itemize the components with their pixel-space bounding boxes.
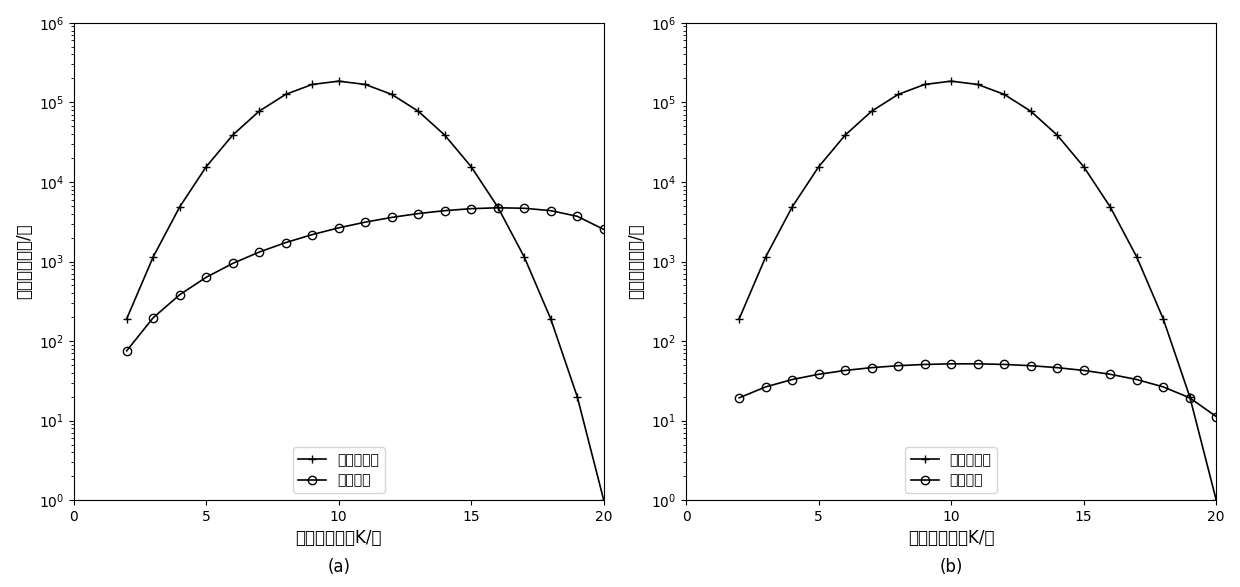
遇历搜索法 <box>1156 315 1171 322</box>
遇历搜索法 <box>1076 163 1091 170</box>
遇历搜索法 <box>1050 131 1065 139</box>
本文算法 <box>864 364 879 371</box>
本文算法 <box>358 218 373 225</box>
遇历搜索法 <box>517 254 532 261</box>
本文算法 <box>278 239 293 246</box>
本文算法 <box>119 348 134 355</box>
本文算法 <box>438 207 453 214</box>
本文算法 <box>758 383 773 390</box>
遇历搜索法 <box>864 107 879 114</box>
本文算法 <box>146 314 161 321</box>
Y-axis label: 功率优化次数/次: 功率优化次数/次 <box>627 224 646 299</box>
Legend: 遇历搜索法, 本文算法: 遇历搜索法, 本文算法 <box>905 447 997 493</box>
遇历搜索法 <box>226 131 241 139</box>
本文算法 <box>1130 376 1145 383</box>
遇历搜索法 <box>464 163 479 170</box>
Line: 遇历搜索法: 遇历搜索法 <box>735 77 1220 504</box>
本文算法 <box>490 204 505 211</box>
本文算法 <box>1182 394 1197 402</box>
遇历搜索法 <box>890 91 905 98</box>
遇历搜索法 <box>172 204 187 211</box>
遇历搜索法 <box>944 77 959 85</box>
本文算法 <box>543 207 558 214</box>
本文算法 <box>1156 383 1171 390</box>
遇历搜索法 <box>410 107 425 114</box>
本文算法 <box>732 394 746 402</box>
遇历搜索法 <box>918 81 932 88</box>
Line: 本文算法: 本文算法 <box>123 204 608 355</box>
遇历搜索法 <box>970 81 985 88</box>
遇历搜索法 <box>785 204 800 211</box>
Line: 本文算法: 本文算法 <box>735 360 1220 421</box>
遇历搜索法 <box>811 163 826 170</box>
本文算法 <box>252 248 267 255</box>
遇历搜索法 <box>570 393 585 400</box>
本文算法 <box>596 226 611 233</box>
Text: (b): (b) <box>940 558 963 576</box>
遇历搜索法 <box>278 91 293 98</box>
本文算法 <box>838 367 853 374</box>
本文算法 <box>226 260 241 267</box>
本文算法 <box>464 205 479 212</box>
本文算法 <box>305 231 320 238</box>
遇历搜索法 <box>119 315 134 322</box>
遇历搜索法 <box>198 163 213 170</box>
Legend: 遇历搜索法, 本文算法: 遇历搜索法, 本文算法 <box>293 447 384 493</box>
遇历搜索法 <box>1102 204 1117 211</box>
本文算法 <box>517 205 532 212</box>
本文算法 <box>1076 367 1091 374</box>
本文算法 <box>1050 364 1065 371</box>
遇历搜索法 <box>252 107 267 114</box>
遇历搜索法 <box>438 131 453 139</box>
本文算法 <box>1023 362 1038 369</box>
遇历搜索法 <box>838 131 853 139</box>
遇历搜索法 <box>732 315 746 322</box>
Text: (a): (a) <box>327 558 350 576</box>
遇历搜索法 <box>1130 254 1145 261</box>
本文算法 <box>331 224 346 231</box>
遇历搜索法 <box>1023 107 1038 114</box>
遇历搜索法 <box>596 497 611 504</box>
本文算法 <box>172 291 187 298</box>
本文算法 <box>410 210 425 217</box>
Line: 遇历搜索法: 遇历搜索法 <box>123 77 608 504</box>
本文算法 <box>970 360 985 367</box>
遇历搜索法 <box>384 91 399 98</box>
本文算法 <box>1102 371 1117 378</box>
本文算法 <box>811 371 826 378</box>
X-axis label: 阵元子集大小K/个: 阵元子集大小K/个 <box>295 529 382 548</box>
本文算法 <box>198 274 213 281</box>
本文算法 <box>918 361 932 368</box>
Y-axis label: 阵元选取次数/次: 阵元选取次数/次 <box>15 224 33 299</box>
本文算法 <box>890 362 905 369</box>
遇历搜索法 <box>758 254 773 261</box>
遇历搜索法 <box>331 77 346 85</box>
遇历搜索法 <box>997 91 1012 98</box>
遇历搜索法 <box>146 254 161 261</box>
本文算法 <box>1209 413 1224 420</box>
遇历搜索法 <box>490 204 505 211</box>
遇历搜索法 <box>1209 497 1224 504</box>
本文算法 <box>997 361 1012 368</box>
本文算法 <box>570 212 585 220</box>
遇历搜索法 <box>543 315 558 322</box>
本文算法 <box>384 214 399 221</box>
遇历搜索法 <box>305 81 320 88</box>
X-axis label: 阵元子集大小K/个: 阵元子集大小K/个 <box>908 529 994 548</box>
遇历搜索法 <box>358 81 373 88</box>
本文算法 <box>944 360 959 367</box>
遇历搜索法 <box>1182 393 1197 400</box>
本文算法 <box>785 376 800 383</box>
